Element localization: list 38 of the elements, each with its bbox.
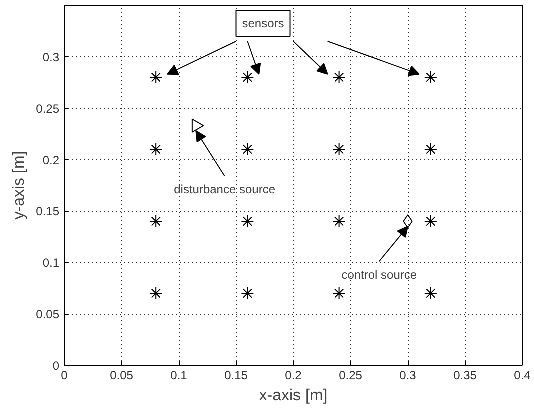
y-tick-label: 0.3	[42, 50, 60, 64]
x-tick-label: 0.05	[110, 368, 134, 382]
y-tick-label: 0.1	[42, 256, 60, 270]
point	[332, 143, 346, 156]
y-tick-label: 0	[52, 359, 60, 373]
point	[424, 71, 438, 84]
point	[332, 215, 346, 228]
point	[150, 143, 163, 156]
y-tick-label: 0.25	[36, 102, 60, 116]
x-tick-label: 0.2	[285, 368, 302, 382]
x-tick-label: 0	[61, 368, 68, 382]
point	[150, 71, 163, 84]
annotation: sensors	[242, 16, 284, 31]
point	[150, 287, 163, 300]
point	[241, 287, 254, 300]
y-axis-title: y-axis [m]	[11, 151, 28, 220]
annotation: disturbance source	[174, 182, 276, 196]
point	[150, 215, 163, 228]
x-tick-label: 0.3	[400, 368, 417, 382]
annotation: control source	[342, 268, 418, 282]
point	[241, 71, 254, 84]
point	[241, 215, 254, 228]
point	[424, 287, 438, 300]
y-tick-label: 0.2	[42, 153, 60, 168]
point	[424, 143, 438, 156]
point	[241, 143, 254, 156]
y-tick-label: 0.15	[36, 204, 60, 219]
x-tick-label: 0.4	[514, 368, 532, 382]
point	[403, 214, 413, 228]
point	[332, 71, 346, 84]
x-tick-label: 0.1	[170, 368, 188, 382]
x-tick-label: 0.15	[224, 368, 248, 382]
x-tick-label: 0.35	[454, 368, 478, 382]
x-tick-label: 0.25	[339, 368, 363, 382]
x-axis-title: x-axis [m]	[259, 388, 328, 404]
point	[332, 287, 346, 300]
point	[424, 215, 438, 228]
y-tick-label: 0.05	[36, 308, 60, 322]
